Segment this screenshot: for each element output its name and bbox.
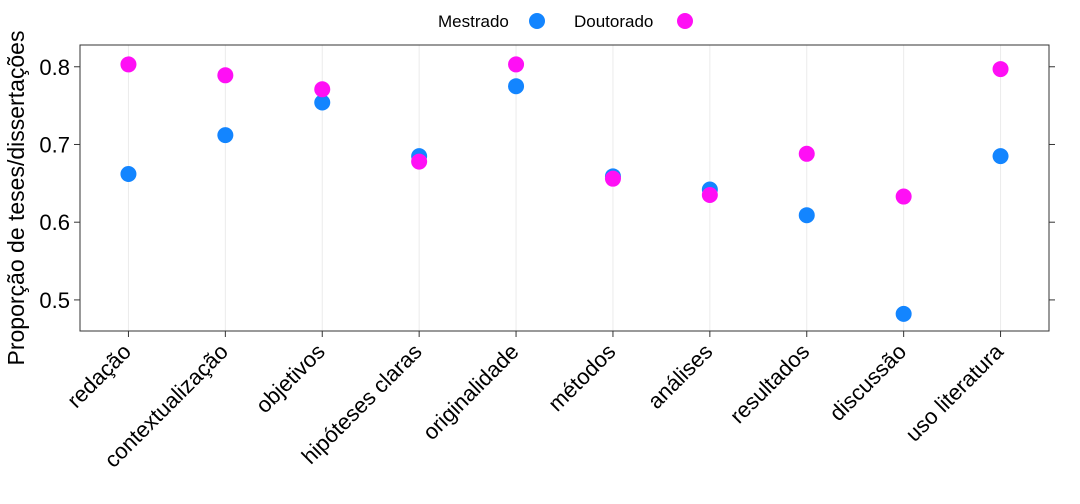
- data-point-mestrado: [217, 127, 234, 144]
- y-axis-label: Proporção de teses/dissertações: [3, 31, 29, 366]
- x-tick-label: uso literatura: [900, 338, 1008, 446]
- plot-panel-border: [79, 44, 1050, 332]
- y-tick-label: 0.5: [39, 288, 70, 313]
- x-tick-label: resultados: [725, 339, 814, 428]
- y-tick-label: 0.7: [39, 132, 70, 157]
- grid: [127, 45, 1002, 331]
- data-point-mestrado: [120, 166, 137, 183]
- data-point-doutorado: [895, 188, 912, 205]
- x-tick-label: originalidade: [418, 339, 524, 445]
- data-point-doutorado: [604, 170, 621, 187]
- y-tick-label: 0.6: [39, 210, 70, 235]
- data-point-doutorado: [508, 56, 525, 73]
- legend-label: Mestrado: [438, 12, 509, 31]
- data-point-doutorado: [798, 145, 815, 162]
- data-point-mestrado: [508, 78, 525, 95]
- x-tick-label: análises: [643, 339, 718, 414]
- y-tick-label: 0.8: [39, 55, 70, 80]
- x-tick-label: métodos: [543, 339, 620, 416]
- data-point-doutorado: [120, 56, 137, 73]
- legend-label: Doutorado: [574, 12, 653, 31]
- legend: Mestrado Doutorado: [438, 12, 693, 31]
- legend-marker: [677, 13, 693, 29]
- data-points: [120, 56, 1009, 322]
- data-point-doutorado: [217, 67, 234, 84]
- data-point-doutorado: [701, 186, 718, 203]
- x-tick-label: discussão: [824, 339, 911, 426]
- data-point-doutorado: [992, 61, 1009, 78]
- data-point-mestrado: [895, 305, 912, 322]
- data-point-mestrado: [314, 94, 331, 111]
- data-point-doutorado: [411, 153, 428, 170]
- x-tick-label: redação: [62, 339, 136, 413]
- legend-marker: [529, 13, 545, 29]
- data-point-mestrado: [798, 207, 815, 224]
- x-tick-label: objetivos: [251, 339, 330, 418]
- data-point-mestrado: [992, 148, 1009, 165]
- data-point-doutorado: [314, 81, 331, 98]
